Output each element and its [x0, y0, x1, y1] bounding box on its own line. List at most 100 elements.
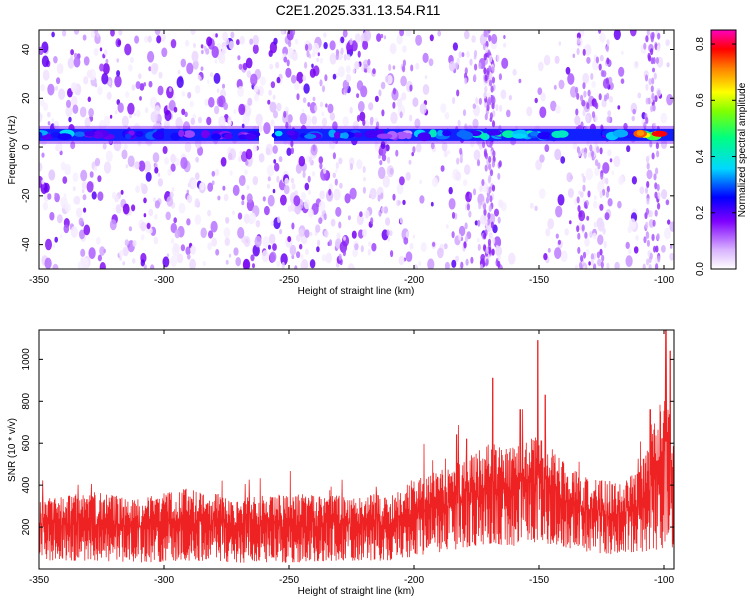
spectrogram-noise-blob [286, 147, 292, 156]
spectrogram-streak-blob [483, 232, 487, 240]
spectrogram-noise-blob [445, 224, 449, 229]
figure-title: C2E1.2025.331.13.54.R11 [276, 2, 441, 18]
spectrogram-streak-blob [392, 193, 396, 201]
spectrogram-noise-blob [222, 83, 225, 89]
spectrogram-noise-blob [177, 253, 184, 264]
spectrogram-noise-blob [84, 117, 91, 128]
spectrogram-streak-blob [349, 106, 353, 114]
spectrogram-noise-blob [553, 84, 557, 90]
spectrogram-noise-blob [311, 115, 318, 125]
spectrogram-noise-blob [195, 156, 200, 163]
spectrogram-noise-blob [220, 157, 227, 167]
spectrogram-streak-blob [582, 175, 586, 183]
spectrogram-noise-blob [79, 106, 87, 118]
spectrogram-y-tick-label: 40 [21, 44, 32, 56]
spectrogram-streak-blob [597, 162, 601, 170]
spectrogram-noise-blob [123, 143, 128, 150]
spectrogram-noise-blob [128, 226, 132, 232]
spectrogram-streak-blob [657, 32, 661, 40]
spectrogram-noise-blob [225, 216, 230, 224]
spectrogram-noise-blob [70, 141, 76, 150]
spectrogram-noise-blob [83, 56, 90, 66]
spectrogram-noise-blob [174, 229, 181, 239]
spectrogram-noise-blob [564, 228, 569, 236]
spectrogram-noise-blob [208, 230, 214, 239]
spectrogram-streak-blob [646, 30, 650, 36]
spectrogram-noise-blob [187, 253, 191, 260]
spectrogram-noise-blob [241, 194, 245, 201]
spectrogram-noise-blob [199, 182, 205, 191]
spectrogram-noise-blob [56, 63, 64, 75]
spectrogram-streak-blob [489, 195, 493, 203]
spectrogram-streak-blob [468, 210, 472, 218]
spectrogram-streak-blob [456, 89, 460, 97]
spectrogram-streak-blob [474, 63, 478, 71]
spectrogram-band-blob [479, 133, 487, 139]
spectrogram-noise-blob [308, 208, 314, 218]
spectrogram-noise-blob [233, 247, 239, 256]
spectrogram-x-tick-label: -150 [529, 275, 549, 286]
spectrogram-noise-blob [143, 82, 147, 87]
spectrogram-noise-blob [227, 119, 232, 127]
spectrogram-noise-blob [125, 91, 130, 98]
spectrogram-noise-blob [228, 40, 235, 50]
spectrogram-streak-blob [319, 162, 323, 170]
spectrogram-noise-blob [343, 236, 346, 241]
spectrogram-noise-blob [431, 177, 439, 188]
spectrogram-band-blob [152, 131, 167, 140]
spectrogram-streak-blob [605, 177, 609, 185]
spectrogram-band-blob [135, 131, 144, 137]
spectrogram-noise-blob [666, 94, 674, 106]
spectrogram-noise-blob [626, 145, 631, 153]
spectrogram-streak-blob [459, 156, 463, 164]
spectrogram-streak-blob [473, 50, 478, 57]
spectrogram-noise-blob [631, 115, 635, 122]
spectrogram-noise-blob [124, 43, 132, 56]
spectrogram-noise-blob [200, 227, 207, 239]
spectrogram-streak-blob [583, 201, 588, 209]
spectrogram-noise-blob [303, 199, 310, 210]
spectrogram-streak-blob [649, 140, 653, 148]
spectrogram-noise-blob [157, 85, 164, 96]
spectrogram-noise-blob [58, 88, 66, 100]
spectrogram-streak-blob [495, 244, 499, 252]
spectrogram-streak-blob [583, 90, 587, 98]
spectrogram-noise-blob [618, 175, 624, 185]
spectrogram-streak-blob [344, 86, 348, 94]
spectrogram-noise-blob [269, 233, 276, 245]
spectrogram-noise-blob [237, 55, 241, 61]
spectrogram-streak-blob [577, 205, 581, 212]
spectrogram-noise-blob [222, 185, 226, 191]
colorbar-label: Normalized spectral amplitude [737, 82, 748, 217]
spectrogram-noise-blob [109, 219, 117, 231]
spectrogram-noise-blob [145, 172, 152, 182]
spectrogram-streak-blob [600, 69, 605, 77]
spectrogram-noise-blob [632, 108, 636, 115]
spectrogram-noise-blob [283, 184, 290, 195]
spectrogram-noise-blob [170, 255, 178, 267]
spectrogram-band-blob [92, 131, 104, 139]
spectrogram-band-blob [183, 130, 195, 138]
spectrogram-noise-blob [396, 34, 403, 45]
spectrogram-noise-blob [302, 97, 307, 104]
spectrogram-noise-blob [576, 32, 582, 40]
spectrogram-noise-blob [447, 149, 451, 155]
spectrogram-streak-blob [476, 159, 481, 167]
spectrogram-noise-blob [139, 83, 145, 91]
spectrogram-noise-blob [166, 86, 174, 99]
spectrogram-noise-blob [557, 239, 562, 245]
spectrogram-noise-blob [221, 46, 227, 55]
spectrogram-noise-blob [157, 178, 163, 187]
spectrogram-noise-blob [122, 203, 130, 215]
spectrogram-band-blob [442, 130, 452, 137]
snr-y-label: SNR (10 * v/v) [7, 418, 18, 482]
spectrogram-noise-blob [329, 112, 335, 121]
spectrogram-streak-blob [381, 206, 385, 214]
spectrogram-noise-blob [349, 187, 357, 200]
spectrogram-noise-blob [529, 202, 534, 209]
spectrogram-noise-blob [184, 141, 192, 153]
spectrogram-streak-blob [308, 156, 313, 164]
spectrogram-noise-blob [214, 168, 220, 176]
spectrogram-noise-blob [366, 66, 372, 74]
spectrogram-noise-blob [110, 30, 115, 37]
